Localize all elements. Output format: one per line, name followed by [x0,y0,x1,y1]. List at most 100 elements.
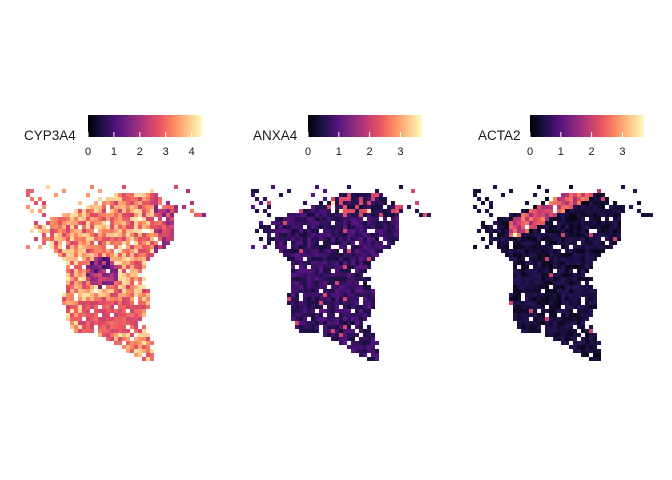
spot [134,233,138,237]
spot [299,233,303,237]
spot [529,273,533,277]
spot [82,321,86,325]
spot [395,217,399,221]
spot [114,309,118,313]
spot [557,217,561,221]
spot [307,217,311,221]
spot [569,337,573,341]
spot [94,257,98,261]
spot [351,321,355,325]
spot [355,273,359,277]
spot [343,329,347,333]
spot [98,209,102,213]
spot [335,325,339,329]
spot [291,269,295,273]
spot [50,237,54,241]
spot [90,185,94,189]
spot [130,321,134,325]
spot [557,281,561,285]
colorbar-tick-label: 0 [527,146,533,158]
spot [549,205,553,209]
spot [307,257,311,261]
spot [110,273,114,277]
spot [545,241,549,245]
spot [577,237,581,241]
spot [86,285,90,289]
spot [573,305,577,309]
spot [166,221,170,225]
spot [146,333,150,337]
spot [581,229,585,233]
spot [379,197,383,201]
spot [359,277,363,281]
spot [577,305,581,309]
spot [130,325,134,329]
spot [367,337,371,341]
spot [351,345,355,349]
spot [319,265,323,269]
spot [315,213,319,217]
spot [339,321,343,325]
spot [541,221,545,225]
spot [387,225,391,229]
spot [597,349,601,353]
spot [307,329,311,333]
spot [299,289,303,293]
spot [593,221,597,225]
spot [355,281,359,285]
spot [351,317,355,321]
spot [142,329,146,333]
spot [593,349,597,353]
spot [295,233,299,237]
spot [371,233,375,237]
spot [569,269,573,273]
spot [553,305,557,309]
spot [537,277,541,281]
spot [303,229,307,233]
spot [565,261,569,265]
spot [295,269,299,273]
spot [613,233,617,237]
spot [371,197,375,201]
spot [355,321,359,325]
spot [142,297,146,301]
spot [142,249,146,253]
spot [142,193,146,197]
spot [589,197,593,201]
spot [367,253,371,257]
spot [517,221,521,225]
spot [106,241,110,245]
spot [138,229,142,233]
spot [521,237,525,241]
spot [295,313,299,317]
spot [371,245,375,249]
spot [74,329,78,333]
spot [142,261,146,265]
spot [565,317,569,321]
spot [585,269,589,273]
spot [122,185,126,189]
spot [138,221,142,225]
spot [142,325,146,329]
spot [50,225,54,229]
spot [130,313,134,317]
spot [395,205,399,209]
spot [589,325,593,329]
spot [509,297,513,301]
spot [585,317,589,321]
spot [339,293,343,297]
spot [545,237,549,241]
spot [307,293,311,297]
spot [323,273,327,277]
spot [331,297,335,301]
spot [347,297,351,301]
spot [150,221,154,225]
spot [601,233,605,237]
spot [363,317,367,321]
spot [545,209,549,213]
spot [529,221,533,225]
spot [569,265,573,269]
spot [74,277,78,281]
spot [549,245,553,249]
